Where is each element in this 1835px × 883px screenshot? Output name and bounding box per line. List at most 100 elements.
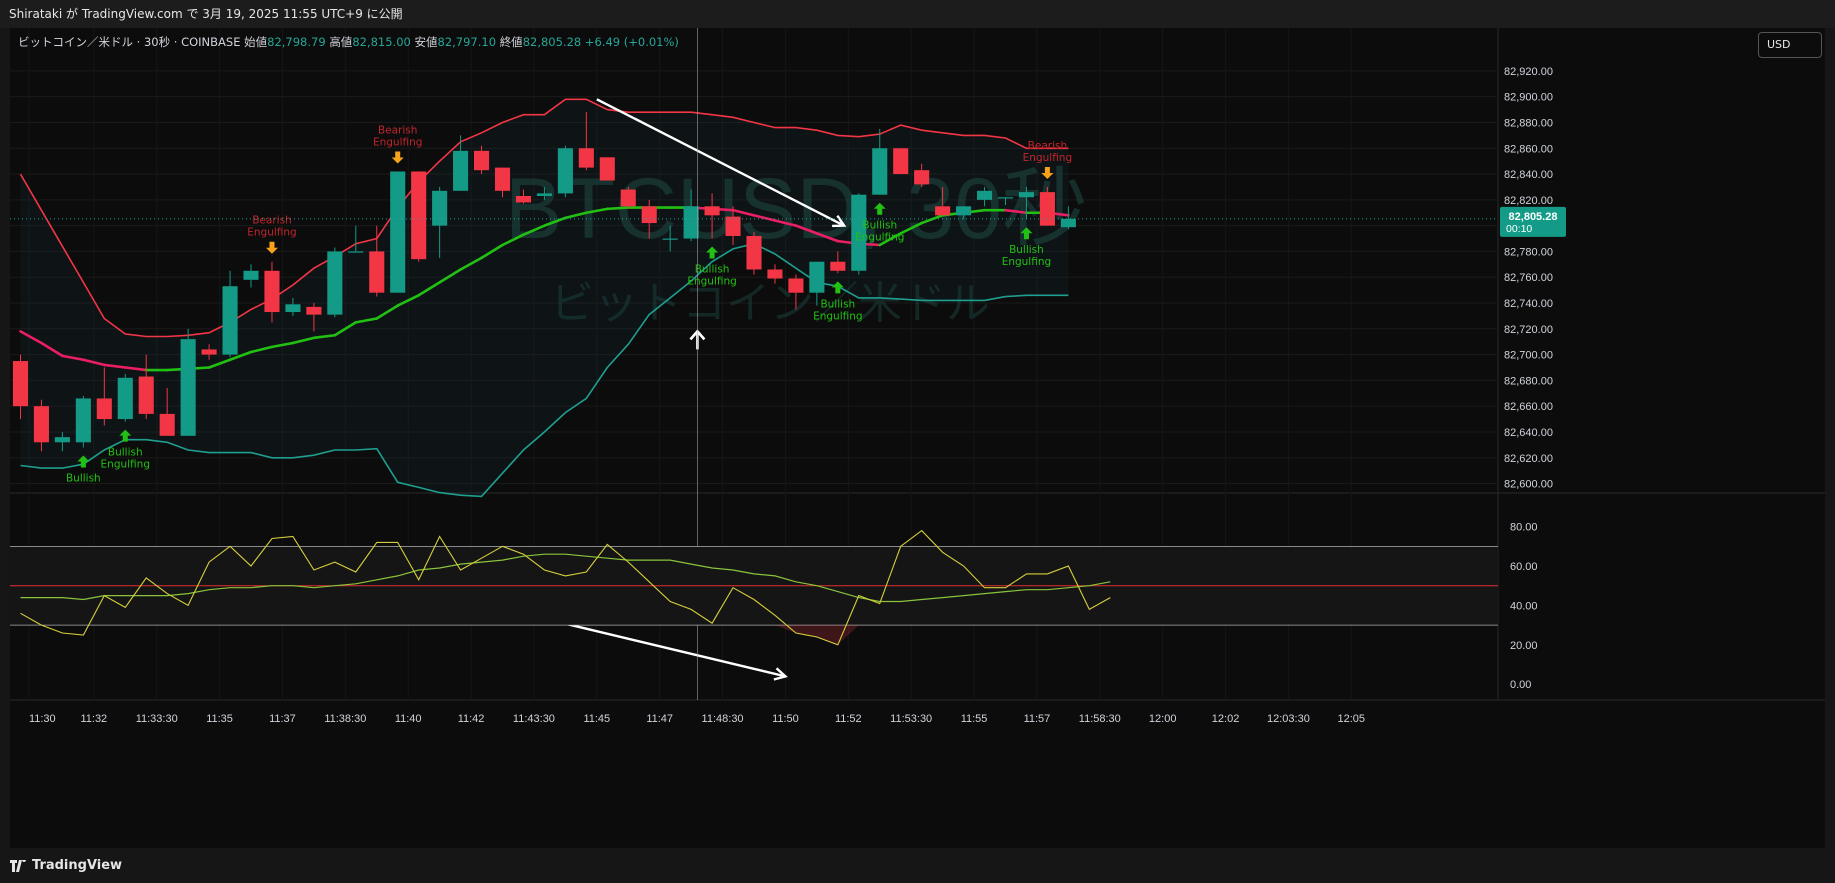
bollinger-basis-segment <box>752 214 777 222</box>
candle-body <box>1018 192 1034 198</box>
candle[interactable] <box>620 186 636 209</box>
bollinger-basis-segment <box>82 358 106 367</box>
candle[interactable] <box>515 189 532 204</box>
candle[interactable] <box>767 264 783 284</box>
candle[interactable] <box>536 186 552 200</box>
legend-close: 82,805.28 <box>522 35 582 49</box>
candle[interactable] <box>117 373 133 422</box>
pattern-label: Engulfing <box>855 232 904 244</box>
candle[interactable] <box>683 189 699 242</box>
candle[interactable] <box>369 225 385 297</box>
price-down-trend-arrow[interactable] <box>596 98 847 228</box>
candle[interactable] <box>578 112 594 171</box>
candle[interactable] <box>180 328 196 436</box>
bollinger-basis-segment <box>228 350 253 362</box>
candle[interactable] <box>976 186 993 207</box>
bollinger-basis-segment <box>103 363 127 369</box>
price-tick-label: 82,620.00 <box>1504 453 1553 465</box>
candle[interactable] <box>432 186 448 258</box>
candle[interactable] <box>138 354 154 420</box>
candle[interactable] <box>494 167 511 198</box>
candle-body <box>264 270 280 313</box>
candle-body <box>725 216 741 236</box>
candle[interactable] <box>1060 206 1076 230</box>
candle-body <box>641 206 657 224</box>
candle-body <box>54 437 70 443</box>
candle[interactable] <box>411 171 427 262</box>
candle-body <box>390 171 406 293</box>
candle[interactable] <box>474 145 490 175</box>
time-tick-label: 11:33:30 <box>136 713 178 725</box>
candle[interactable] <box>641 199 657 239</box>
candle[interactable] <box>264 261 280 323</box>
candle[interactable] <box>956 206 972 220</box>
candle[interactable] <box>809 261 825 306</box>
candle[interactable] <box>75 395 91 448</box>
candle[interactable] <box>306 303 322 332</box>
candle[interactable] <box>914 163 930 187</box>
candle[interactable] <box>1039 186 1055 226</box>
candle[interactable] <box>285 297 301 316</box>
candle[interactable] <box>390 171 406 293</box>
candle[interactable] <box>557 145 573 198</box>
candle[interactable] <box>12 354 29 420</box>
candle[interactable] <box>33 399 49 452</box>
candle-body <box>327 251 343 315</box>
pattern-label: Bearish <box>1028 140 1067 152</box>
pattern-label: Bullish <box>66 472 101 484</box>
bollinger-basis-segment <box>731 208 756 217</box>
price-tick-label: 82,660.00 <box>1504 401 1553 413</box>
candle[interactable] <box>893 148 909 175</box>
candle[interactable] <box>788 274 804 310</box>
candle[interactable] <box>243 264 259 288</box>
candle[interactable] <box>327 247 343 318</box>
price-tick-label: 82,820.00 <box>1504 195 1553 207</box>
bollinger-basis-segment <box>291 336 316 345</box>
candle[interactable] <box>851 193 867 275</box>
candle[interactable] <box>1018 186 1034 220</box>
candle[interactable] <box>54 431 70 452</box>
chart-area[interactable]: BTCUSD, 30秒 ビットコイン／米ドル Bullish Engulfing B… <box>10 28 1825 848</box>
pattern-label: Bullish <box>695 264 730 276</box>
candle[interactable] <box>746 232 762 275</box>
rsi-down-trend-arrow[interactable] <box>554 620 788 681</box>
last-price-tag[interactable] <box>1500 206 1566 237</box>
candle-body <box>578 148 594 168</box>
candle[interactable] <box>872 128 888 195</box>
candle-body <box>935 206 951 216</box>
candle[interactable] <box>599 157 615 181</box>
candle[interactable] <box>830 251 846 274</box>
time-tick-label: 11:45 <box>583 713 610 725</box>
candle-body <box>976 190 993 200</box>
candle[interactable] <box>704 193 720 239</box>
bollinger-basis-segment <box>249 345 274 354</box>
pattern-label: Engulfing <box>1023 152 1072 164</box>
legend-low-label: 安値 <box>414 35 438 49</box>
time-tick-label: 11:42 <box>458 713 485 725</box>
pattern-label: Engulfing <box>101 459 150 471</box>
candle-body <box>138 376 154 414</box>
candle[interactable] <box>222 270 238 358</box>
candle[interactable] <box>997 197 1014 206</box>
tradingview-logo[interactable]: TradingView <box>10 858 122 873</box>
candle[interactable] <box>96 367 112 426</box>
candle-body <box>117 377 133 420</box>
candle[interactable] <box>662 225 678 252</box>
bollinger-basis-segment <box>123 366 148 372</box>
arrow-up-icon <box>119 429 132 442</box>
currency-button[interactable]: USD <box>1758 32 1822 58</box>
candle[interactable] <box>725 206 741 245</box>
candle[interactable] <box>453 135 469 191</box>
candle[interactable] <box>935 186 951 216</box>
candle[interactable] <box>201 344 217 360</box>
pattern-label: Bullish <box>862 220 897 232</box>
rsi-tick-label: 60.00 <box>1510 561 1538 573</box>
candle[interactable] <box>348 225 364 253</box>
price-tick-label: 82,760.00 <box>1504 272 1553 284</box>
time-tick-label: 11:32 <box>80 713 107 725</box>
legend-high-label: 高値 <box>329 35 353 49</box>
chart-svg[interactable]: BTCUSD, 30秒 ビットコイン／米ドル BullishEngulfingB… <box>10 28 1825 848</box>
pattern-label: Engulfing <box>1002 256 1051 268</box>
candle[interactable] <box>159 388 175 436</box>
footer-brand: TradingView <box>32 858 123 873</box>
